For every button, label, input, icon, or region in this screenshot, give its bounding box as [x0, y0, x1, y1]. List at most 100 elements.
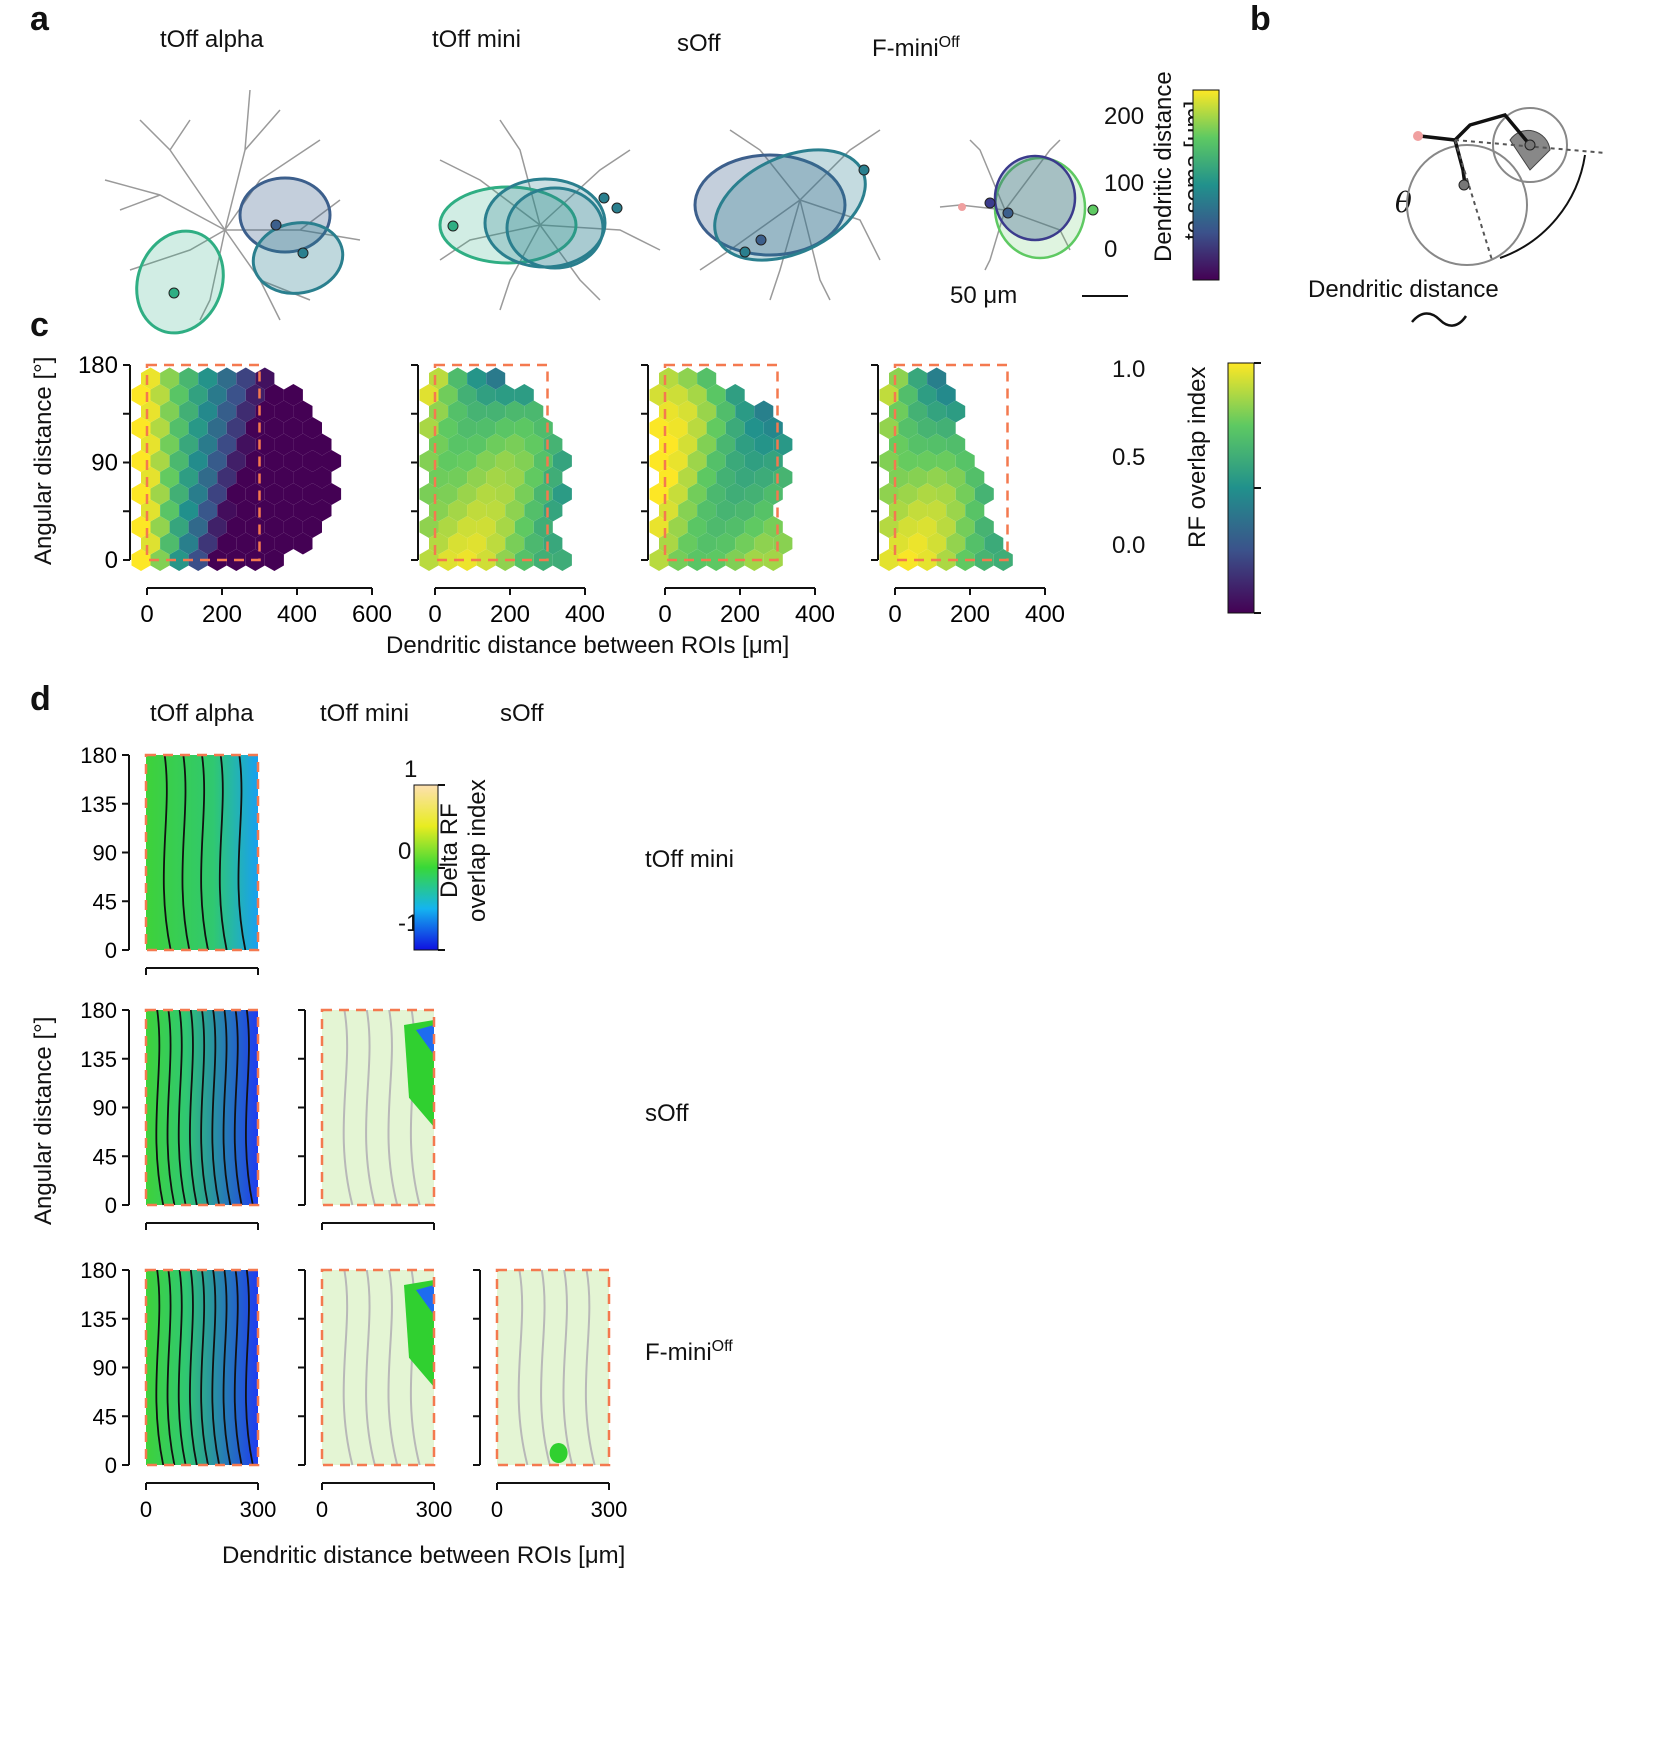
hexbin-cell	[668, 483, 688, 505]
hexbin-cell	[150, 450, 170, 472]
hexbin-cell	[505, 433, 525, 456]
hexbin-cell	[302, 417, 322, 439]
guide-box	[433, 363, 549, 562]
hexbin-cell	[744, 450, 764, 472]
x-tick-label: 200	[720, 601, 760, 628]
hexbin-cell	[448, 433, 468, 456]
x-tick-label: 400	[795, 601, 835, 628]
delta-panel-r2-c1: 180 135 90 45 0	[80, 998, 260, 1230]
hexbin-cell	[505, 400, 525, 423]
y-tick-label: 180	[78, 352, 118, 379]
hexbin-cell	[678, 532, 698, 555]
hexbin-cell	[264, 483, 284, 505]
hexbin-cell	[457, 483, 477, 505]
hexbin-cell	[524, 466, 544, 489]
hexbin-cell	[524, 499, 544, 522]
hexbin-cell	[188, 549, 208, 571]
hexbin-cell	[322, 483, 342, 505]
x-tick-label: 0	[491, 1497, 503, 1522]
hexbin-cell	[293, 466, 313, 489]
hexbin-cell	[438, 549, 458, 571]
colorbar-a-tick-200: 200	[1104, 103, 1145, 130]
hexbin-cell	[283, 516, 303, 538]
delta-blob	[404, 1020, 434, 1127]
contour-line	[365, 1009, 376, 1206]
hexbin-cell	[706, 516, 726, 538]
contour-line	[177, 1009, 187, 1206]
hexbin-cell	[255, 433, 275, 456]
rf-soff-1	[693, 153, 847, 257]
guide-box	[144, 1008, 260, 1207]
contour-line	[155, 1009, 165, 1206]
hexbin-cell	[160, 499, 180, 522]
hexbin-cell	[207, 417, 227, 439]
cell-title-toff-alpha: tOff alpha	[160, 26, 264, 53]
hexbin-cell	[188, 516, 208, 538]
hexbin-cell	[448, 400, 468, 423]
hexbin-cell	[217, 367, 237, 390]
hexbin-cell	[150, 384, 170, 406]
delta-panel-r3-c2: 0 300	[298, 1268, 452, 1522]
neuron-soff	[699, 129, 881, 301]
hexbin-cell	[552, 450, 572, 472]
hexbin-cell	[438, 450, 458, 472]
hexbin-cell	[668, 417, 688, 439]
hexbin-cell	[236, 466, 256, 489]
d-row-label-toff-mini: tOff mini	[645, 846, 734, 873]
hexbin-cell	[226, 384, 246, 406]
hexbin-cell	[946, 400, 966, 423]
hexbin-cell	[668, 549, 688, 571]
contour-line	[517, 1269, 529, 1466]
hexbin-cell	[716, 400, 736, 423]
hexbin-cell	[678, 466, 698, 489]
hexbin-cell	[198, 466, 218, 489]
hexbin-cell	[495, 483, 515, 505]
hexbin-cell	[198, 367, 218, 390]
hexbin-cell	[706, 384, 726, 406]
hexbin-cell	[505, 532, 525, 555]
hexbin-cell	[927, 400, 947, 423]
hexbin-cell	[955, 483, 975, 505]
hexbin-cell	[179, 532, 199, 555]
hexbin-cell	[946, 433, 966, 456]
x-tick-label: 600	[352, 601, 392, 628]
cell-title-fmini-text: F-mini	[872, 35, 939, 62]
hexbin-panel-4: 0 200 400	[871, 363, 1065, 628]
hexbin-cell	[160, 367, 180, 390]
hexbin-cell	[697, 433, 717, 456]
hexbin-cell	[524, 433, 544, 456]
hexbin-cell	[302, 483, 322, 505]
hexbin-cell	[735, 466, 755, 489]
hexbin-cell	[725, 483, 745, 505]
contour-line	[200, 1269, 209, 1466]
hexbin-cell	[476, 483, 496, 505]
hexbin-cell	[467, 433, 487, 456]
hexbin-cell	[898, 516, 918, 538]
hexbin-cell	[438, 483, 458, 505]
hexbin-cell	[936, 483, 956, 505]
hexbin-cell	[264, 549, 284, 571]
hexbin-cell	[283, 384, 303, 406]
hexbin-cell	[668, 516, 688, 538]
colorbar-c-tick-05: 0.5	[1112, 444, 1146, 471]
y-tick-label: 0	[105, 547, 118, 574]
hexbin-cell	[457, 516, 477, 538]
delta-blob	[549, 1443, 568, 1463]
hexbin-cell	[236, 367, 256, 390]
hexbin-cell	[514, 516, 534, 538]
hexbin-cell	[188, 384, 208, 406]
hexbin-cell	[668, 384, 688, 406]
hexbin-cell	[283, 483, 303, 505]
hexbin-cell	[467, 499, 487, 522]
hexbin-cell	[160, 400, 180, 423]
hexbin-cell	[946, 499, 966, 522]
guide-box	[495, 1268, 611, 1467]
hexbin-cell	[668, 450, 688, 472]
contour-line	[166, 1009, 176, 1206]
hexbin-cell	[678, 400, 698, 423]
hexbin-panel-1: 180 90 00 200 400 600	[78, 352, 392, 628]
x-tick-label: 300	[591, 1497, 628, 1522]
hexbin-cell	[927, 532, 947, 555]
d-row-label-fmini-sup: Off	[711, 1338, 733, 1355]
hexbin-cell	[754, 400, 774, 423]
